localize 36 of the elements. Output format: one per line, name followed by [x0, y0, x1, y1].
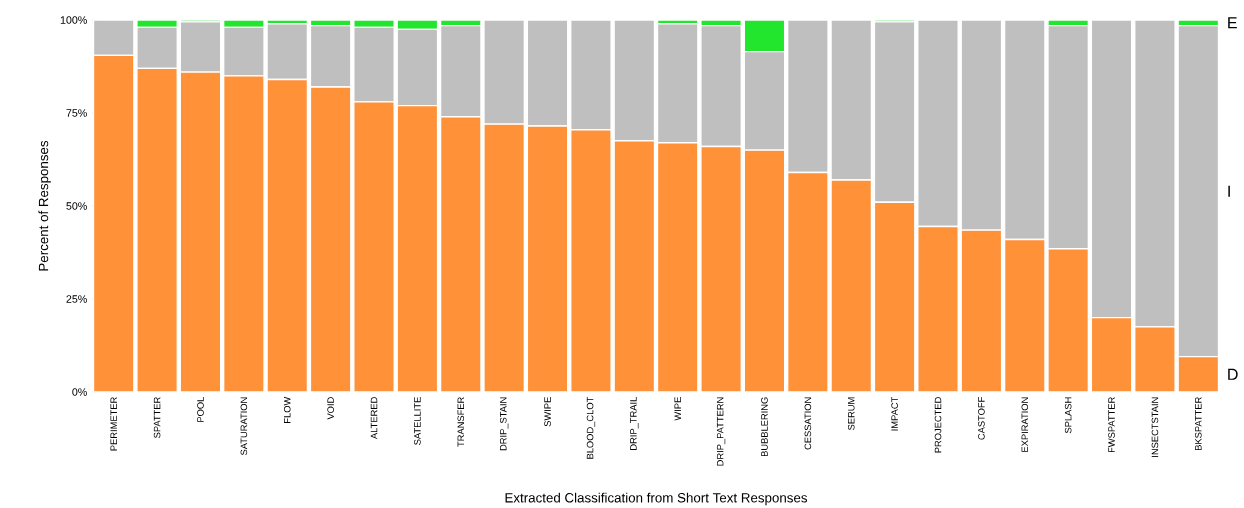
series-label: I [1228, 185, 1230, 197]
x-tick-label: PROJECTED [934, 397, 942, 453]
x-tick-label: SPATTER [153, 397, 161, 438]
x-tick-label: SPLASH [1064, 397, 1072, 434]
x-tick-label: IMPACT [891, 396, 898, 431]
x-tick-label: FLOW [283, 396, 291, 423]
x-tick-label: PERIMETER [110, 397, 117, 451]
y-tick-label: 0% [72, 388, 87, 396]
x-tick-label: SATURATION [240, 397, 248, 456]
y-tick-label: 50% [66, 202, 87, 210]
y-tick-label: 25% [66, 295, 87, 303]
x-tick-label: DRIP_PATTERN [716, 397, 726, 466]
x-tick-label: SERUM [847, 397, 855, 430]
y-tick-label: 75% [66, 109, 87, 117]
x-tick-label: FWSPATTER [1108, 397, 1115, 453]
x-tick-label: CASTOFF [978, 397, 985, 440]
x-tick-label: BLOOD_CLOT [586, 396, 596, 459]
x-tick-label: CESSATION [804, 397, 812, 450]
x-tick-label: TRANSFER [457, 397, 465, 447]
x-tick-label: BKSPATTER [1195, 397, 1202, 451]
x-axis-title: Extracted Classification from Short Text Responses [505, 492, 808, 506]
x-tick-label: SATELLITE [414, 397, 421, 445]
x-tick-label: DRIP_TRAIL [630, 397, 639, 450]
y-tick-label: 100% [60, 16, 87, 24]
y-axis-title: Percent of Responses [38, 140, 51, 271]
x-tick-label: INSECTSTAIN [1151, 397, 1159, 457]
x-tick-label: VOID [327, 397, 334, 420]
x-tick-label: ALTERED [370, 397, 378, 440]
x-tick-label: BUBBLERING [761, 397, 768, 457]
series-label: D [1228, 368, 1238, 380]
x-tick-label: SWIPE [544, 397, 551, 427]
x-tick-label: DRIP_STAIN [499, 397, 509, 451]
x-tick-label: EXPIRATION [1021, 397, 1029, 452]
series-label: E [1228, 17, 1237, 29]
x-tick-label: POOL [197, 397, 204, 422]
x-tick-label: WIPE [674, 397, 681, 421]
